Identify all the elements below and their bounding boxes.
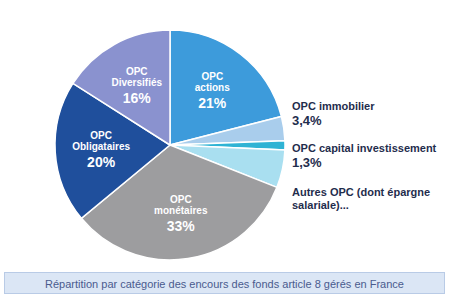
data-label: 3,4%	[292, 113, 447, 129]
slice-name: OPCObligataires	[72, 130, 130, 152]
data-label: 33%	[167, 218, 196, 234]
slices	[55, 30, 285, 260]
external-label: OPC capital investissement1,3%	[292, 142, 447, 171]
slice-name: OPCactions	[195, 71, 230, 93]
data-label: 16%	[123, 90, 152, 106]
external-label: Autres OPC (dont épargne salariale)...	[292, 186, 447, 212]
slice-name: OPCDiversifiés	[111, 66, 162, 88]
data-label: 1,3%	[292, 155, 447, 171]
title: Répartition par catégorie des encours de…	[4, 272, 445, 294]
slice-name: OPC immobilier	[292, 100, 447, 113]
slice	[81, 145, 277, 260]
data-label: 20%	[87, 154, 116, 170]
labels: OPCactions 21% OPCmonétaires 33% OPCObligata…	[72, 66, 230, 235]
slice-name: OPC capital investissement	[292, 142, 447, 155]
slice-name: OPCmonétaires	[154, 194, 208, 216]
external-label: OPC immobilier3,4%	[292, 100, 447, 129]
slice	[73, 30, 170, 145]
slice-name: Autres OPC (dont épargne salariale)...	[292, 186, 447, 212]
data-label: 21%	[198, 95, 227, 111]
